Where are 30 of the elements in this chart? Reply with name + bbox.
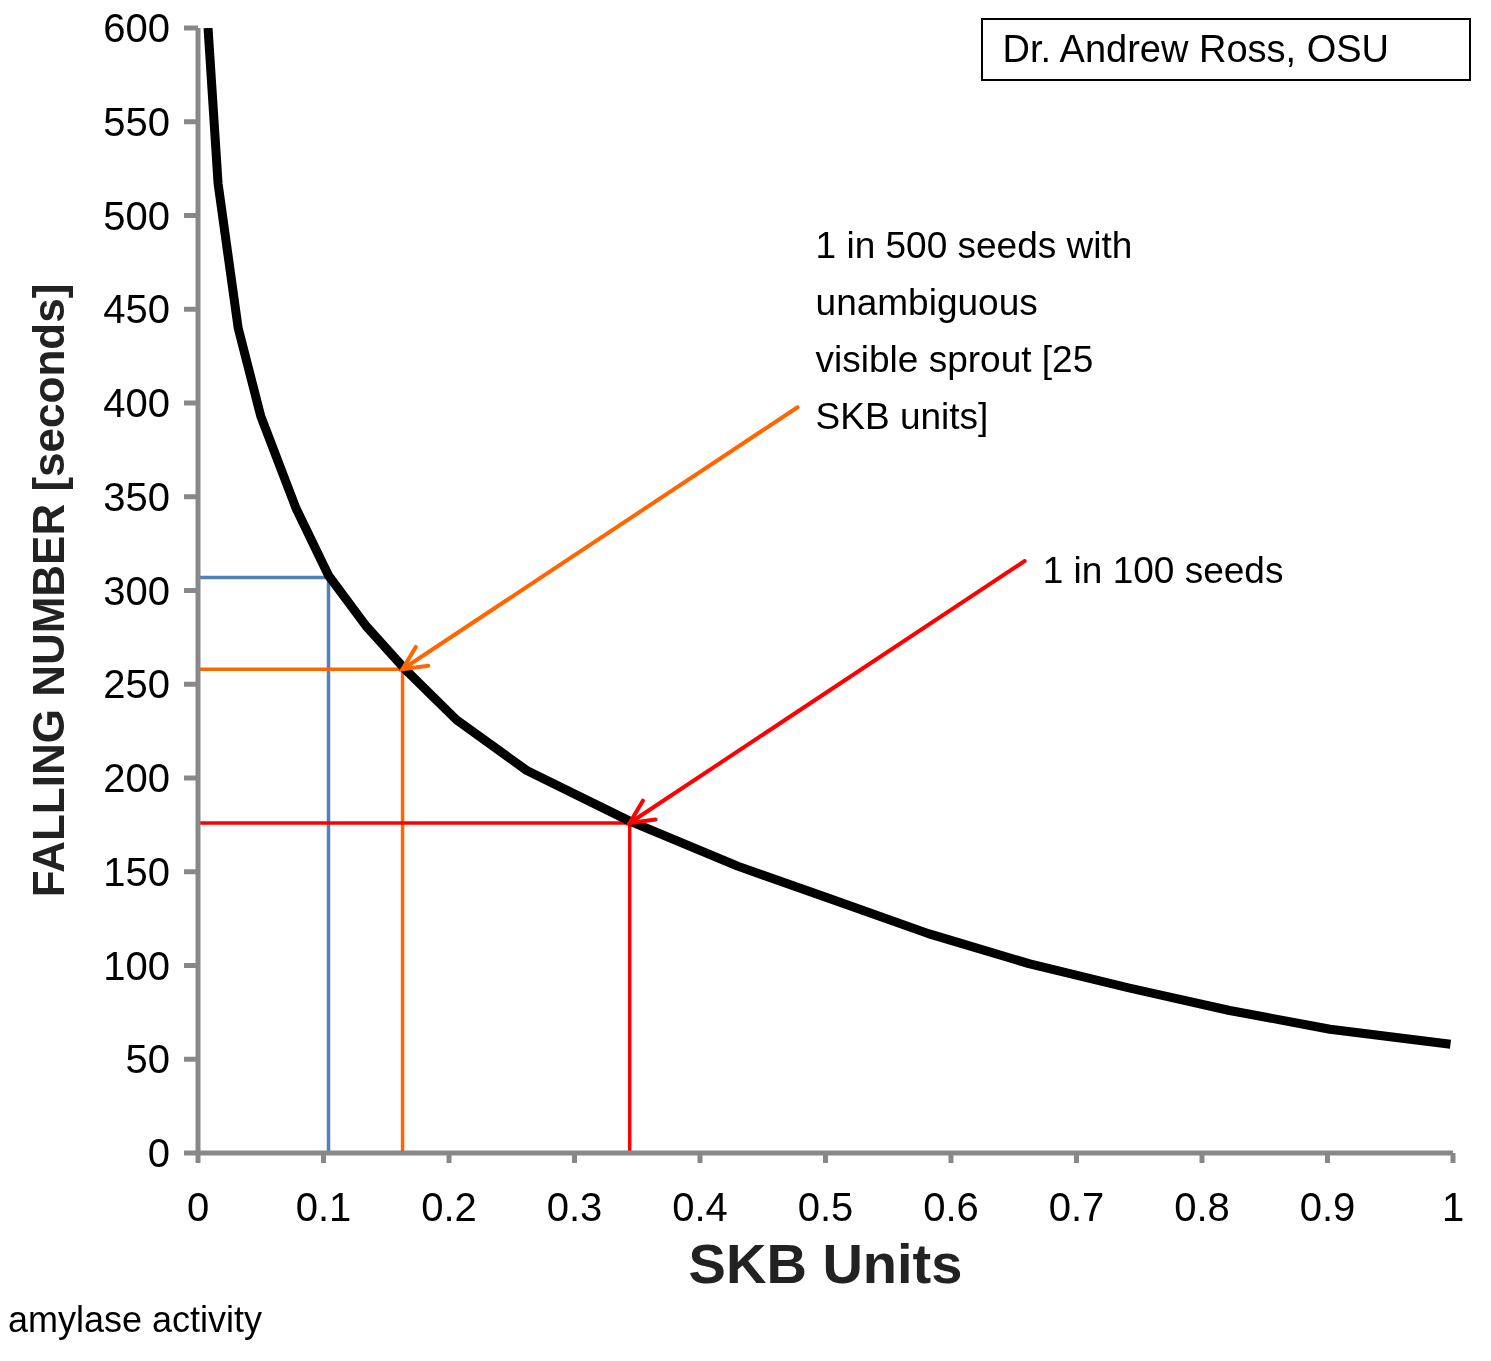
y-tick-label: 600 <box>103 6 170 51</box>
y-tick-label: 550 <box>103 99 170 144</box>
y-tick-label: 300 <box>103 568 170 613</box>
y-tick-label: 250 <box>103 662 170 707</box>
x-tick-label: 0.2 <box>421 1185 477 1230</box>
y-tick-label: 0 <box>147 1131 170 1176</box>
y-tick-label: 350 <box>103 474 170 519</box>
x-tick-label: 1 <box>1441 1185 1465 1230</box>
y-tick-label: 450 <box>103 287 170 332</box>
x-tick-label: 0.4 <box>672 1185 728 1230</box>
y-tick-label: 150 <box>103 849 170 894</box>
x-tick-label: 0.8 <box>1174 1185 1230 1230</box>
x-tick-label: 0.9 <box>1299 1185 1356 1230</box>
x-tick-label: 0.6 <box>923 1185 979 1230</box>
y-tick-label: 500 <box>103 193 170 238</box>
y-tick-label: 400 <box>103 381 170 426</box>
annotation: 1 in 500 seeds with unambiguous visible sprout [25 SKB units] <box>815 224 1134 440</box>
text: amylase activity <box>8 1299 263 1341</box>
x-tick-label: 0 <box>186 1185 210 1230</box>
x-axis-title: SKB Units <box>688 1232 963 1295</box>
y-tick-label: 200 <box>103 756 170 801</box>
x-tick-label: 0.7 <box>1048 1185 1105 1230</box>
y-tick-label: 50 <box>125 1037 170 1082</box>
annotation: 1 in 100 seeds <box>1042 549 1285 593</box>
y-axis-title: FALLING NUMBER [seconds] <box>23 283 73 898</box>
x-tick-label: 0.5 <box>797 1185 854 1230</box>
annotation: Dr. Andrew Ross, OSU <box>980 18 1471 81</box>
y-tick-label: 100 <box>103 943 170 988</box>
x-tick-label: 0.3 <box>546 1185 603 1230</box>
x-tick-label: 0.1 <box>295 1185 352 1230</box>
